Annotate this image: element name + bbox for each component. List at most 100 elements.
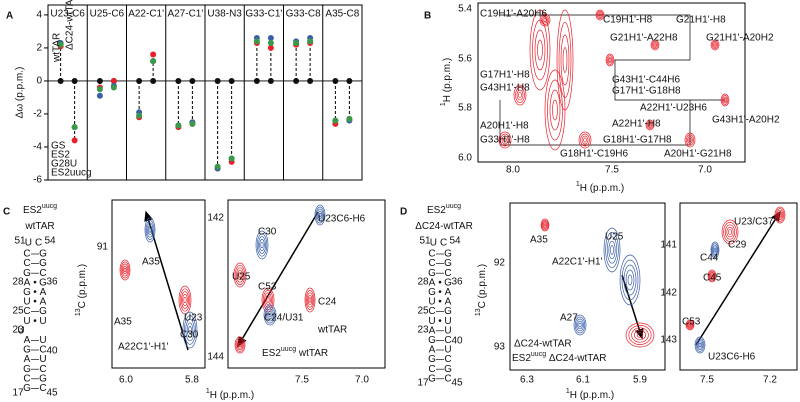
nt-number: 36 bbox=[46, 277, 58, 288]
contour bbox=[580, 133, 590, 147]
contour bbox=[577, 320, 583, 330]
contour bbox=[547, 79, 563, 141]
base: G bbox=[444, 258, 452, 269]
peak-label: C53 bbox=[682, 317, 701, 328]
peak-label: G21H1'-A22H8 bbox=[610, 33, 678, 44]
contour bbox=[685, 319, 695, 331]
contour bbox=[264, 306, 276, 324]
peak-label-sup: uucg bbox=[281, 346, 296, 353]
contour bbox=[145, 220, 155, 240]
contour bbox=[578, 322, 582, 328]
pair: • bbox=[438, 287, 442, 298]
base: C bbox=[39, 345, 46, 356]
contour bbox=[182, 294, 188, 306]
peak-label-part: ES2 bbox=[512, 353, 531, 364]
contour bbox=[652, 42, 658, 48]
contour bbox=[184, 315, 196, 345]
contour bbox=[631, 327, 649, 343]
panel-d-right-frame bbox=[679, 202, 798, 371]
peak-label: A35 bbox=[114, 317, 132, 328]
pair: • bbox=[438, 316, 442, 327]
panel-title-part: wtTAR bbox=[24, 221, 54, 232]
contour bbox=[549, 89, 561, 131]
y-tick-label: 0 bbox=[36, 76, 42, 87]
contour bbox=[607, 56, 613, 64]
peak-label-part: wtTAR bbox=[296, 348, 328, 359]
tick-label: 144 bbox=[207, 352, 224, 363]
contour bbox=[686, 320, 694, 330]
base: G bbox=[39, 306, 47, 317]
dot bbox=[57, 41, 64, 48]
y-tick-label: -6 bbox=[33, 175, 42, 186]
base: G bbox=[39, 277, 47, 288]
contour bbox=[720, 93, 730, 107]
contour bbox=[544, 69, 566, 151]
y-axis-label-part: C (p.p.m.) bbox=[477, 264, 488, 308]
peak-label: U23/C37 bbox=[734, 217, 774, 228]
peak-label: G17H1'-G18H8 bbox=[612, 86, 681, 97]
contour bbox=[516, 89, 524, 101]
peak-label: A22H1'-H8 bbox=[612, 119, 661, 130]
contour bbox=[627, 274, 633, 286]
peak-label: G43H1'-H8 bbox=[480, 83, 530, 94]
peak-label: G43H1'-A20H2 bbox=[712, 115, 780, 126]
dot bbox=[267, 44, 274, 51]
contour bbox=[560, 34, 570, 86]
y-axis-label: Δω (p.p.m.) bbox=[15, 67, 26, 119]
contour bbox=[628, 325, 652, 345]
category-label: A22-C1' bbox=[128, 9, 164, 20]
base: C bbox=[428, 364, 435, 375]
contour bbox=[774, 206, 786, 224]
dot bbox=[110, 84, 117, 91]
contour bbox=[542, 221, 548, 229]
contour bbox=[498, 131, 512, 149]
dot bbox=[110, 77, 117, 84]
nt-number: 17 bbox=[417, 378, 429, 389]
base: G bbox=[444, 249, 452, 260]
tick-label: 93 bbox=[494, 342, 506, 353]
contour bbox=[728, 229, 732, 235]
nt-number: 23 bbox=[12, 325, 24, 336]
dot bbox=[136, 112, 143, 119]
panel-title: ΔC24-wtTAR bbox=[415, 221, 473, 232]
contour bbox=[233, 262, 247, 288]
tick-label: 5.4 bbox=[458, 4, 472, 15]
arrow bbox=[695, 210, 781, 346]
panel-title-sup: uucg bbox=[446, 203, 461, 210]
dot bbox=[332, 117, 339, 124]
contour bbox=[687, 321, 693, 329]
base: C bbox=[428, 249, 435, 260]
contour bbox=[537, 39, 543, 61]
contour bbox=[182, 311, 198, 349]
contour bbox=[605, 232, 619, 268]
construct-label: wtTAR bbox=[51, 33, 62, 63]
panel-title-part: ΔC24-wtTAR bbox=[415, 221, 473, 232]
legend-entry: G28U bbox=[51, 159, 77, 170]
panel-b-frame bbox=[477, 2, 746, 163]
contour bbox=[122, 265, 128, 275]
dot bbox=[71, 137, 78, 144]
arrow bbox=[621, 274, 644, 340]
tick-label: 6.0 bbox=[119, 375, 133, 386]
x-axis-label: 1H (p.p.m.) bbox=[566, 388, 614, 400]
dot bbox=[228, 155, 235, 162]
panel-title-part: ES2 bbox=[427, 205, 446, 216]
contour bbox=[576, 318, 584, 332]
peak-label: C24/U31 bbox=[264, 313, 304, 324]
contour bbox=[646, 120, 654, 130]
loop: UC bbox=[430, 238, 450, 249]
panel-title: ES2uucg bbox=[23, 203, 57, 215]
contour bbox=[556, 9, 574, 111]
contour bbox=[708, 270, 716, 282]
peak-label: A35 bbox=[142, 257, 160, 268]
contour bbox=[306, 292, 314, 308]
contour bbox=[713, 248, 717, 252]
category-label: U23-C6 bbox=[50, 9, 85, 20]
tick-label: 142 bbox=[207, 213, 224, 224]
nt-number: 40 bbox=[46, 346, 58, 357]
y-axis-label: 13C (p.p.m.) bbox=[475, 264, 487, 316]
contour bbox=[186, 322, 194, 338]
panel-title: ES2uucg bbox=[427, 203, 461, 215]
pair: • bbox=[33, 287, 37, 298]
